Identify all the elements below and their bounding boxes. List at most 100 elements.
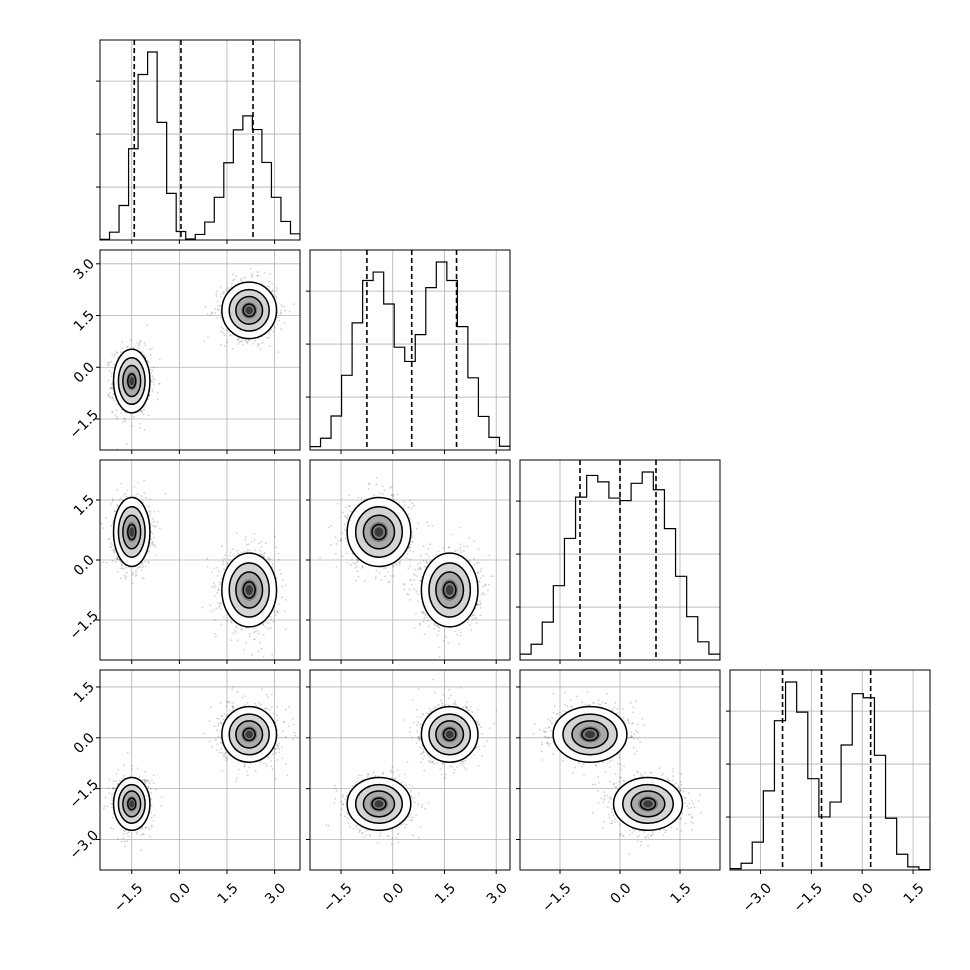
x-tick-label: 1.5 xyxy=(668,880,695,907)
contour-1 xyxy=(117,506,146,558)
contour-1 xyxy=(354,506,403,558)
x-tick-label: 0.0 xyxy=(608,880,635,907)
y-tick-label: −1.5 xyxy=(67,608,102,643)
panel-3-0 xyxy=(96,669,301,874)
contour-0 xyxy=(112,496,151,568)
y-tick-label: −3.0 xyxy=(67,827,102,862)
panel-0-0 xyxy=(96,39,301,244)
x-tick-label: 1.5 xyxy=(215,880,242,907)
contour-2 xyxy=(235,571,264,609)
contour-1 xyxy=(354,783,403,824)
mode-1 xyxy=(552,705,628,763)
x-tick-label: 1.5 xyxy=(901,880,928,907)
contour-2 xyxy=(362,514,396,550)
x-tick-label: −1.5 xyxy=(539,880,574,915)
mode-1 xyxy=(420,705,479,763)
y-tick-label: 1.5 xyxy=(71,492,98,519)
contour-2 xyxy=(362,790,396,818)
mode-0 xyxy=(346,496,412,568)
contour-2 xyxy=(122,364,142,398)
contour-3 xyxy=(126,523,137,541)
panel-frame xyxy=(99,39,301,241)
panel-frame xyxy=(99,459,301,661)
contour-0 xyxy=(420,705,479,763)
mode-1 xyxy=(221,281,278,340)
x-tick-label: 1.5 xyxy=(432,880,459,907)
contour-2 xyxy=(435,720,465,749)
x-tick-label: −1.5 xyxy=(320,880,355,915)
contour-1 xyxy=(228,713,270,756)
contour-2 xyxy=(122,514,142,550)
grid-lines xyxy=(310,460,510,660)
contour-1 xyxy=(117,783,146,824)
panel-1-1 xyxy=(306,249,511,454)
contour-0 xyxy=(221,552,278,628)
panel-3-1 xyxy=(306,669,511,874)
contour-3 xyxy=(242,727,256,742)
x-tick-label: 0.0 xyxy=(167,880,194,907)
x-tick-label: 0.0 xyxy=(850,880,877,907)
mode-0 xyxy=(612,776,684,832)
contour-2 xyxy=(571,720,609,749)
panel-2-1 xyxy=(306,459,511,664)
contour-0 xyxy=(552,705,628,763)
contour-0 xyxy=(346,496,412,568)
x-tick-label: −1.5 xyxy=(791,880,826,915)
grid-lines xyxy=(520,670,720,870)
mode-0 xyxy=(346,776,412,832)
panel-frame xyxy=(729,669,931,871)
y-tick-label: −1.5 xyxy=(67,407,102,442)
x-tick-label: 0.0 xyxy=(380,880,407,907)
contour-3 xyxy=(126,373,137,389)
histogram-2 xyxy=(520,471,720,660)
panel-1-0 xyxy=(96,249,301,454)
contour-3 xyxy=(242,581,256,599)
contour-1 xyxy=(562,713,618,756)
contour-1 xyxy=(228,562,270,618)
contour-0 xyxy=(420,552,479,628)
x-tick-label: 3.0 xyxy=(262,880,289,907)
y-tick-label: 0.0 xyxy=(71,730,98,757)
grid-lines xyxy=(310,670,510,870)
y-tick-label: 0.0 xyxy=(71,359,98,386)
contour-2 xyxy=(235,720,264,749)
contour-3 xyxy=(581,727,599,742)
density-3-0 xyxy=(103,685,297,852)
y-tick-label: 0.0 xyxy=(71,552,98,579)
contour-0 xyxy=(612,776,684,832)
contour-1 xyxy=(428,713,472,756)
scatter-points xyxy=(325,678,498,845)
grid-lines xyxy=(730,670,930,870)
contour-1 xyxy=(117,357,146,406)
density-2-1 xyxy=(319,477,494,658)
mode-1 xyxy=(420,552,479,628)
panel-frame xyxy=(309,669,511,871)
histogram-3 xyxy=(730,681,930,870)
density-2-0 xyxy=(100,479,287,658)
contour-3 xyxy=(371,797,387,811)
contour-3 xyxy=(442,581,457,599)
contour-3 xyxy=(126,797,137,811)
density-3-1 xyxy=(325,678,498,845)
contour-0 xyxy=(112,348,151,414)
x-tick-label: 3.0 xyxy=(484,880,511,907)
contour-3 xyxy=(639,797,657,811)
contour-3 xyxy=(442,727,457,742)
contour-2 xyxy=(630,790,666,818)
x-tick-label: −3.0 xyxy=(740,880,775,915)
panel-frame xyxy=(309,459,511,661)
histogram-1 xyxy=(310,261,510,450)
panel-frame xyxy=(99,249,301,451)
grid-lines xyxy=(100,670,300,870)
panel-3-2 xyxy=(516,669,721,874)
grid-lines xyxy=(310,250,510,450)
contour-0 xyxy=(221,705,278,763)
mode-0 xyxy=(112,776,151,832)
contour-1 xyxy=(428,562,472,618)
contour-3 xyxy=(371,523,387,541)
y-tick-label: 1.5 xyxy=(71,679,98,706)
contour-3 xyxy=(242,303,256,318)
mode-0 xyxy=(112,348,151,414)
panel-frame xyxy=(99,669,301,871)
